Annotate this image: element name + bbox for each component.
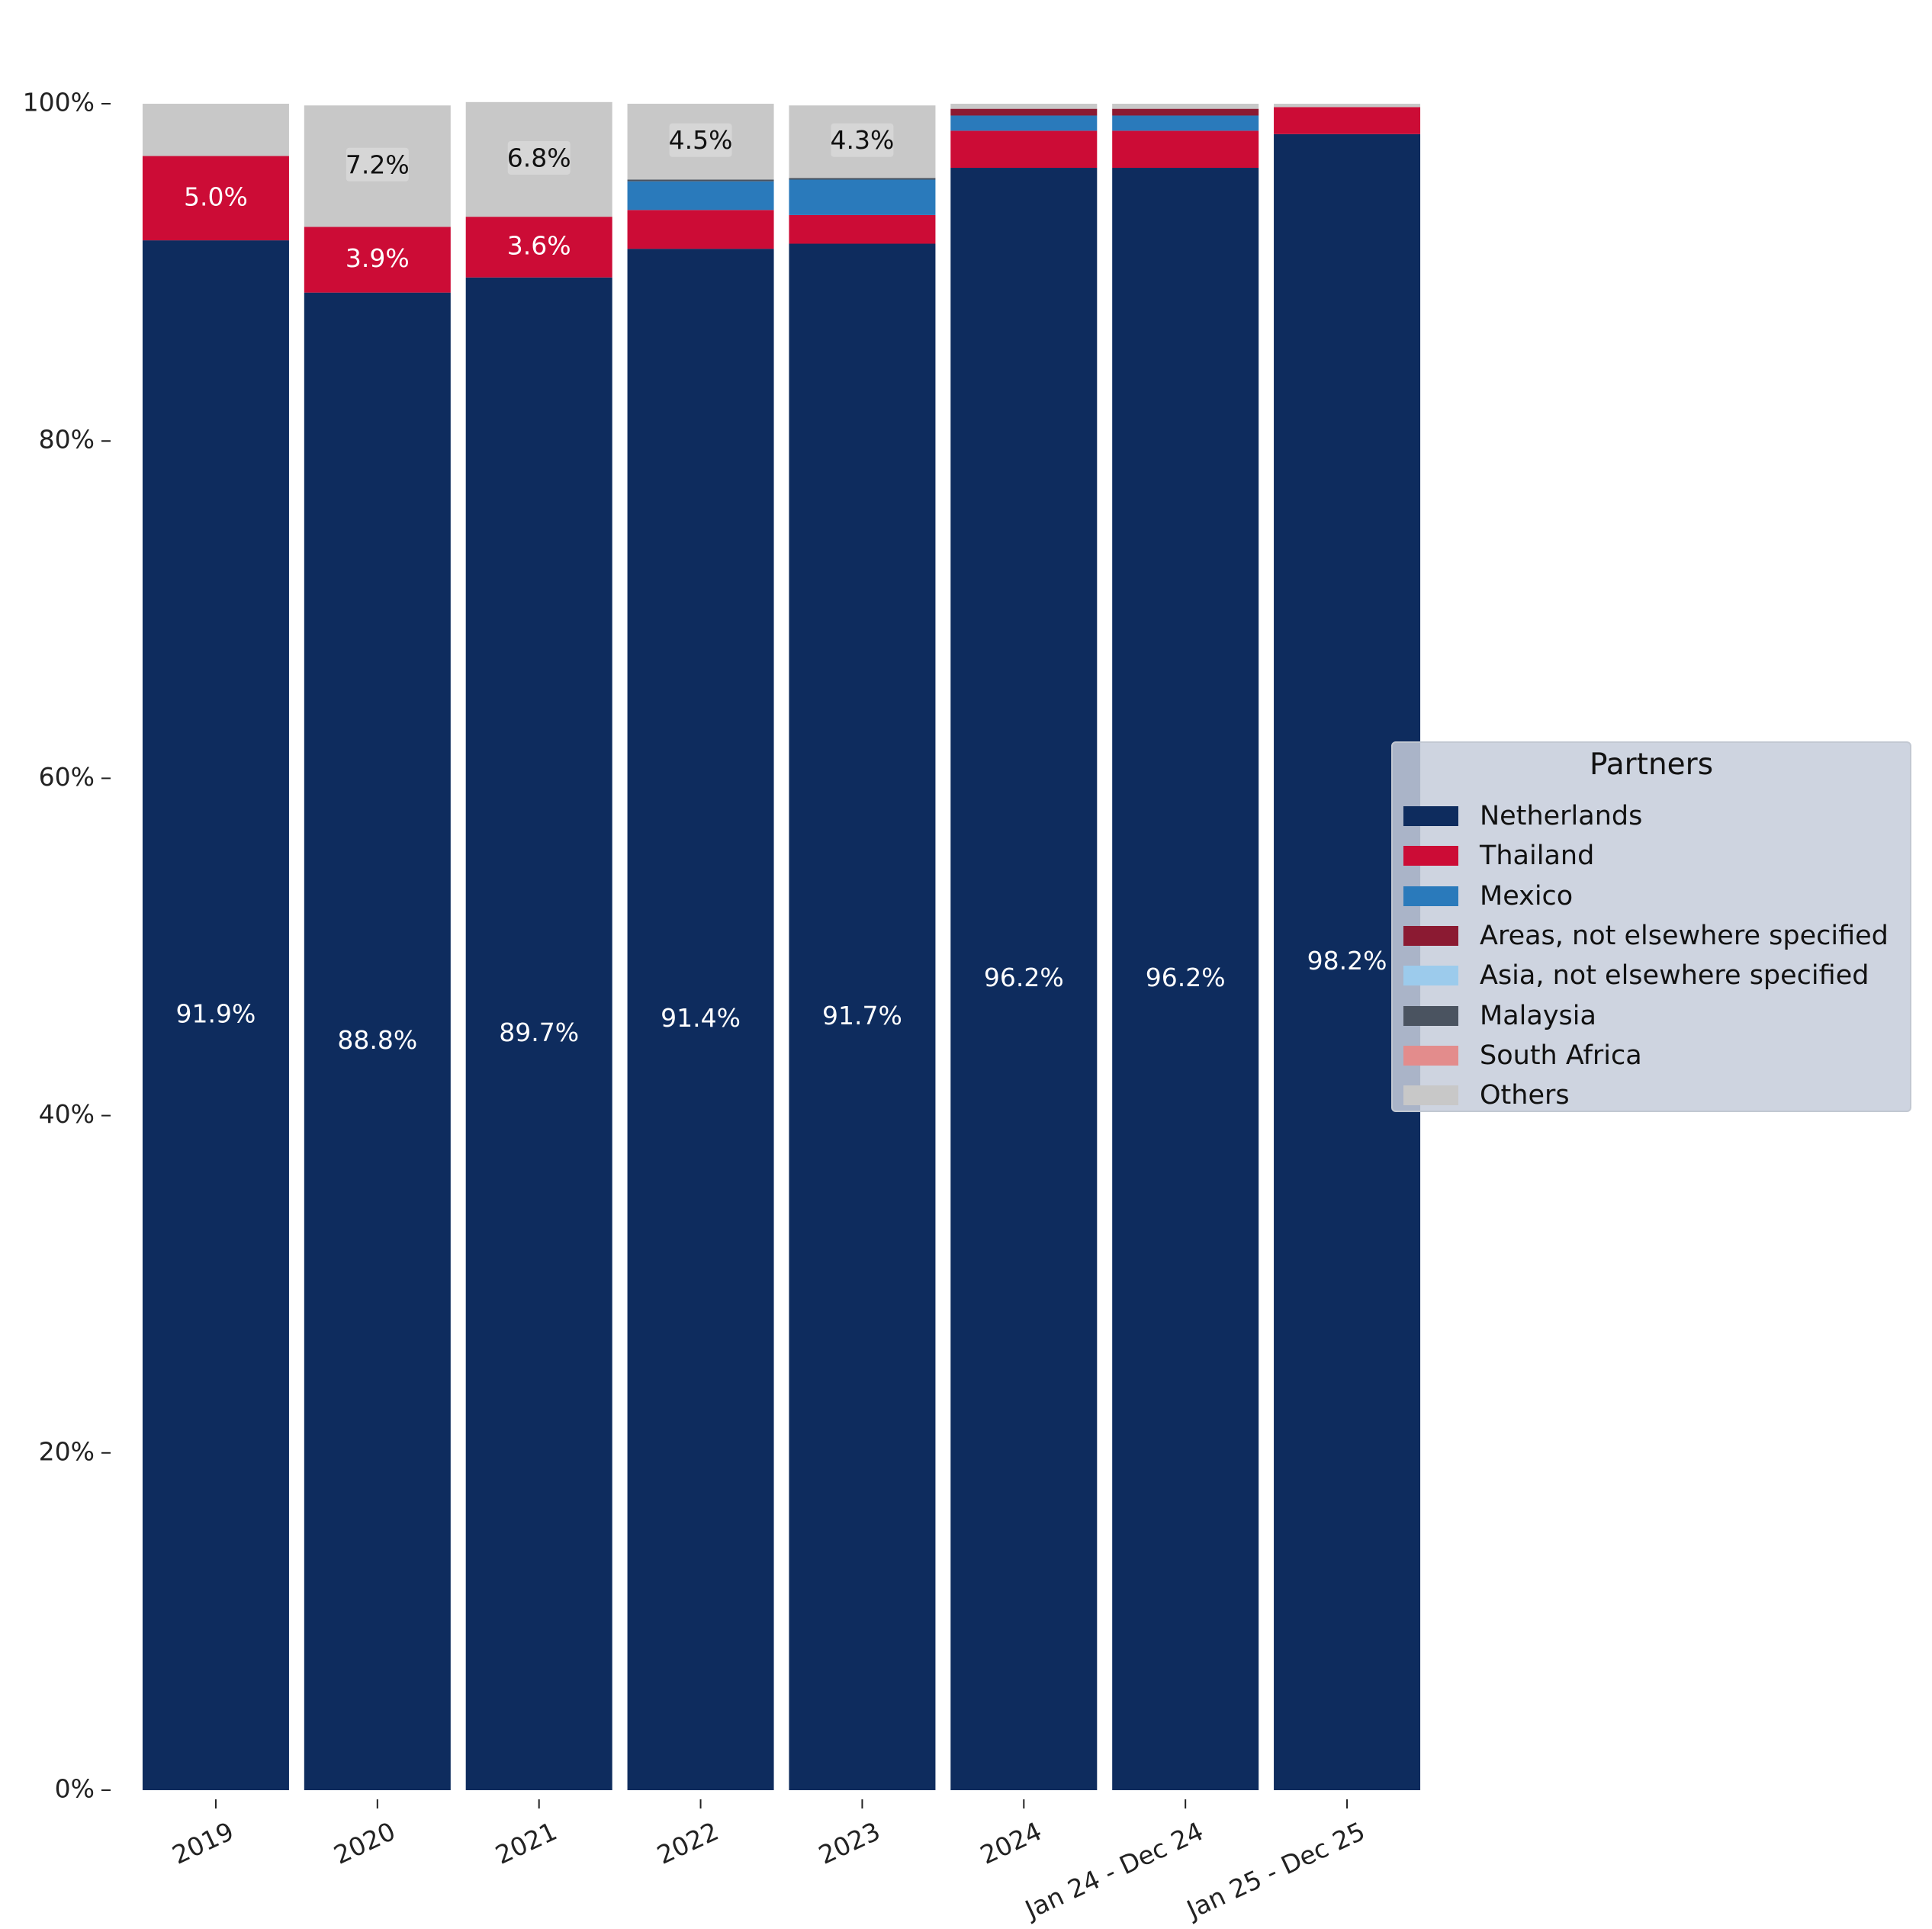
- data-label-netherlands-2024: 96.2%: [984, 963, 1064, 992]
- bar-others-jan-24-dec-24: [1112, 104, 1259, 109]
- data-label-netherlands-2020: 88.8%: [337, 1025, 417, 1055]
- data-label-bg-2022: [669, 123, 732, 157]
- legend-label-others: Others: [1480, 1080, 1570, 1111]
- legend-swatch-mexico: [1403, 886, 1458, 906]
- x-tick-label-2021: 2021: [490, 1816, 561, 1870]
- data-label-netherlands-2022: 91.4%: [661, 1003, 741, 1033]
- data-label-thailand-2021: 3.6%: [507, 230, 571, 260]
- legend: Partners Netherlands Thailand Mexico Areas,…: [1391, 741, 1911, 1112]
- bar-netherlands-2024: [950, 168, 1098, 1790]
- data-label-netherlands-jan-24-dec-24: 96.2%: [1146, 963, 1226, 992]
- legend-swatch-others: [1403, 1085, 1458, 1106]
- bar-others-2019: [142, 104, 289, 156]
- data-label-others-2023: 4.3%: [831, 125, 895, 155]
- legend-swatch-thailand: [1403, 846, 1458, 866]
- legend-item-others: Others: [1403, 1075, 1570, 1115]
- bar-thailand-jan-24-dec-24: [1112, 130, 1259, 169]
- y-tick-label: 40%: [39, 1099, 95, 1129]
- data-label-netherlands-jan-25-dec-25: 98.2%: [1307, 946, 1387, 976]
- data-label-bg-2020: [346, 147, 409, 182]
- x-tick-label-jan-24-dec-24: Jan 24 - Dec 24: [1019, 1816, 1207, 1925]
- data-label-others-2020: 7.2%: [346, 149, 410, 179]
- bar-netherlands-2019: [142, 240, 289, 1790]
- bar-thailand-2023: [789, 214, 936, 244]
- legend-swatch-netherlands: [1403, 806, 1458, 826]
- data-labels-layer: 91.9% 5.0% 88.8% 3.9% 7.2% 89.7% 3.6% 6.8% 91.4%…: [176, 123, 1387, 1055]
- x-tick-label-2022: 2022: [652, 1816, 723, 1870]
- x-tick-label-2023: 2023: [814, 1816, 885, 1870]
- bar-netherlands-2022: [627, 249, 774, 1790]
- legend-swatch-malaysia: [1403, 1005, 1458, 1026]
- legend-label-thailand: Thailand: [1480, 841, 1595, 872]
- x-tick-label-2020: 2020: [330, 1816, 400, 1870]
- legend-item-thailand: Thailand: [1403, 836, 1594, 876]
- data-label-others-2021: 6.8%: [507, 143, 571, 172]
- y-tick-label: 100%: [23, 88, 95, 117]
- bar-areas-not-elsewhere-specified-2024: [950, 108, 1098, 116]
- bar-thailand-2020: [304, 227, 451, 293]
- legend-label-malaysia: Malaysia: [1480, 1000, 1596, 1031]
- data-label-netherlands-2019: 91.9%: [176, 999, 256, 1029]
- legend-label-south-africa: South Africa: [1480, 1040, 1642, 1071]
- x-tick-label-jan-25-dec-25: Jan 25 - Dec 25: [1181, 1816, 1369, 1925]
- y-axis: 0% 20% 40% 60% 80% 100%: [23, 88, 111, 1804]
- y-tick-label: 20%: [39, 1436, 95, 1466]
- data-label-thailand-2020: 3.9%: [346, 243, 410, 273]
- legend-item-asia-not-elsewhere-specified: Asia, not elsewhere specified: [1403, 956, 1869, 995]
- bar-mexico-2023: [789, 179, 936, 215]
- bar-thailand-2024: [950, 130, 1098, 169]
- bar-areas-not-elsewhere-specified-jan-24-dec-24: [1112, 108, 1259, 116]
- legend-title: Partners: [1589, 747, 1714, 782]
- bar-mexico-jan-24-dec-24: [1112, 115, 1259, 131]
- bar-mexico-2022: [627, 181, 774, 211]
- x-tick-label-2019: 2019: [168, 1816, 239, 1870]
- legend-item-malaysia: Malaysia: [1403, 996, 1596, 1036]
- bar-thailand-jan-25-dec-25: [1274, 107, 1421, 134]
- legend-item-netherlands: Netherlands: [1403, 796, 1642, 836]
- bar-netherlands-jan-24-dec-24: [1112, 168, 1259, 1790]
- x-tick-label-2024: 2024: [976, 1816, 1046, 1870]
- y-tick-label: 0%: [55, 1774, 95, 1804]
- bar-thailand-2021: [465, 217, 612, 278]
- legend-swatch-asia-not-elsewhere-specified: [1403, 966, 1458, 986]
- bar-netherlands-2023: [789, 243, 936, 1791]
- bar-mexico-2024: [950, 115, 1098, 131]
- data-label-netherlands-2021: 89.7%: [499, 1018, 579, 1047]
- y-tick-label: 60%: [39, 762, 95, 792]
- legend-item-areas-not-elsewhere-specified: Areas, not elsewhere specified: [1403, 916, 1889, 956]
- data-label-bg-2021: [507, 140, 571, 175]
- data-label-bg-2023: [831, 123, 894, 157]
- bar-malaysia-2023: [789, 178, 936, 180]
- legend-label-asia-not-elsewhere-specified: Asia, not elsewhere specified: [1480, 960, 1869, 992]
- legend-label-mexico: Mexico: [1480, 880, 1574, 911]
- bars-layer: [142, 101, 1421, 1791]
- y-tick-label: 80%: [39, 425, 95, 455]
- bar-netherlands-2020: [304, 292, 451, 1791]
- data-label-others-2022: 4.5%: [669, 125, 733, 155]
- data-label-netherlands-2023: 91.7%: [822, 1001, 902, 1030]
- bar-others-2024: [950, 104, 1098, 109]
- legend-swatch-areas-not-elsewhere-specified: [1403, 925, 1458, 946]
- bar-netherlands-2021: [465, 277, 612, 1790]
- bar-malaysia-2022: [627, 179, 774, 182]
- legend-swatch-south-africa: [1403, 1045, 1458, 1066]
- bar-others-jan-25-dec-25: [1274, 104, 1421, 108]
- bar-thailand-2019: [142, 156, 289, 241]
- data-label-thailand-2019: 5.0%: [184, 182, 248, 211]
- legend-label-areas-not-elsewhere-specified: Areas, not elsewhere specified: [1480, 920, 1889, 951]
- bar-thailand-2022: [627, 210, 774, 249]
- legend-item-south-africa: South Africa: [1403, 1036, 1642, 1075]
- legend-label-netherlands: Netherlands: [1480, 801, 1643, 831]
- legend-item-mexico: Mexico: [1403, 876, 1573, 916]
